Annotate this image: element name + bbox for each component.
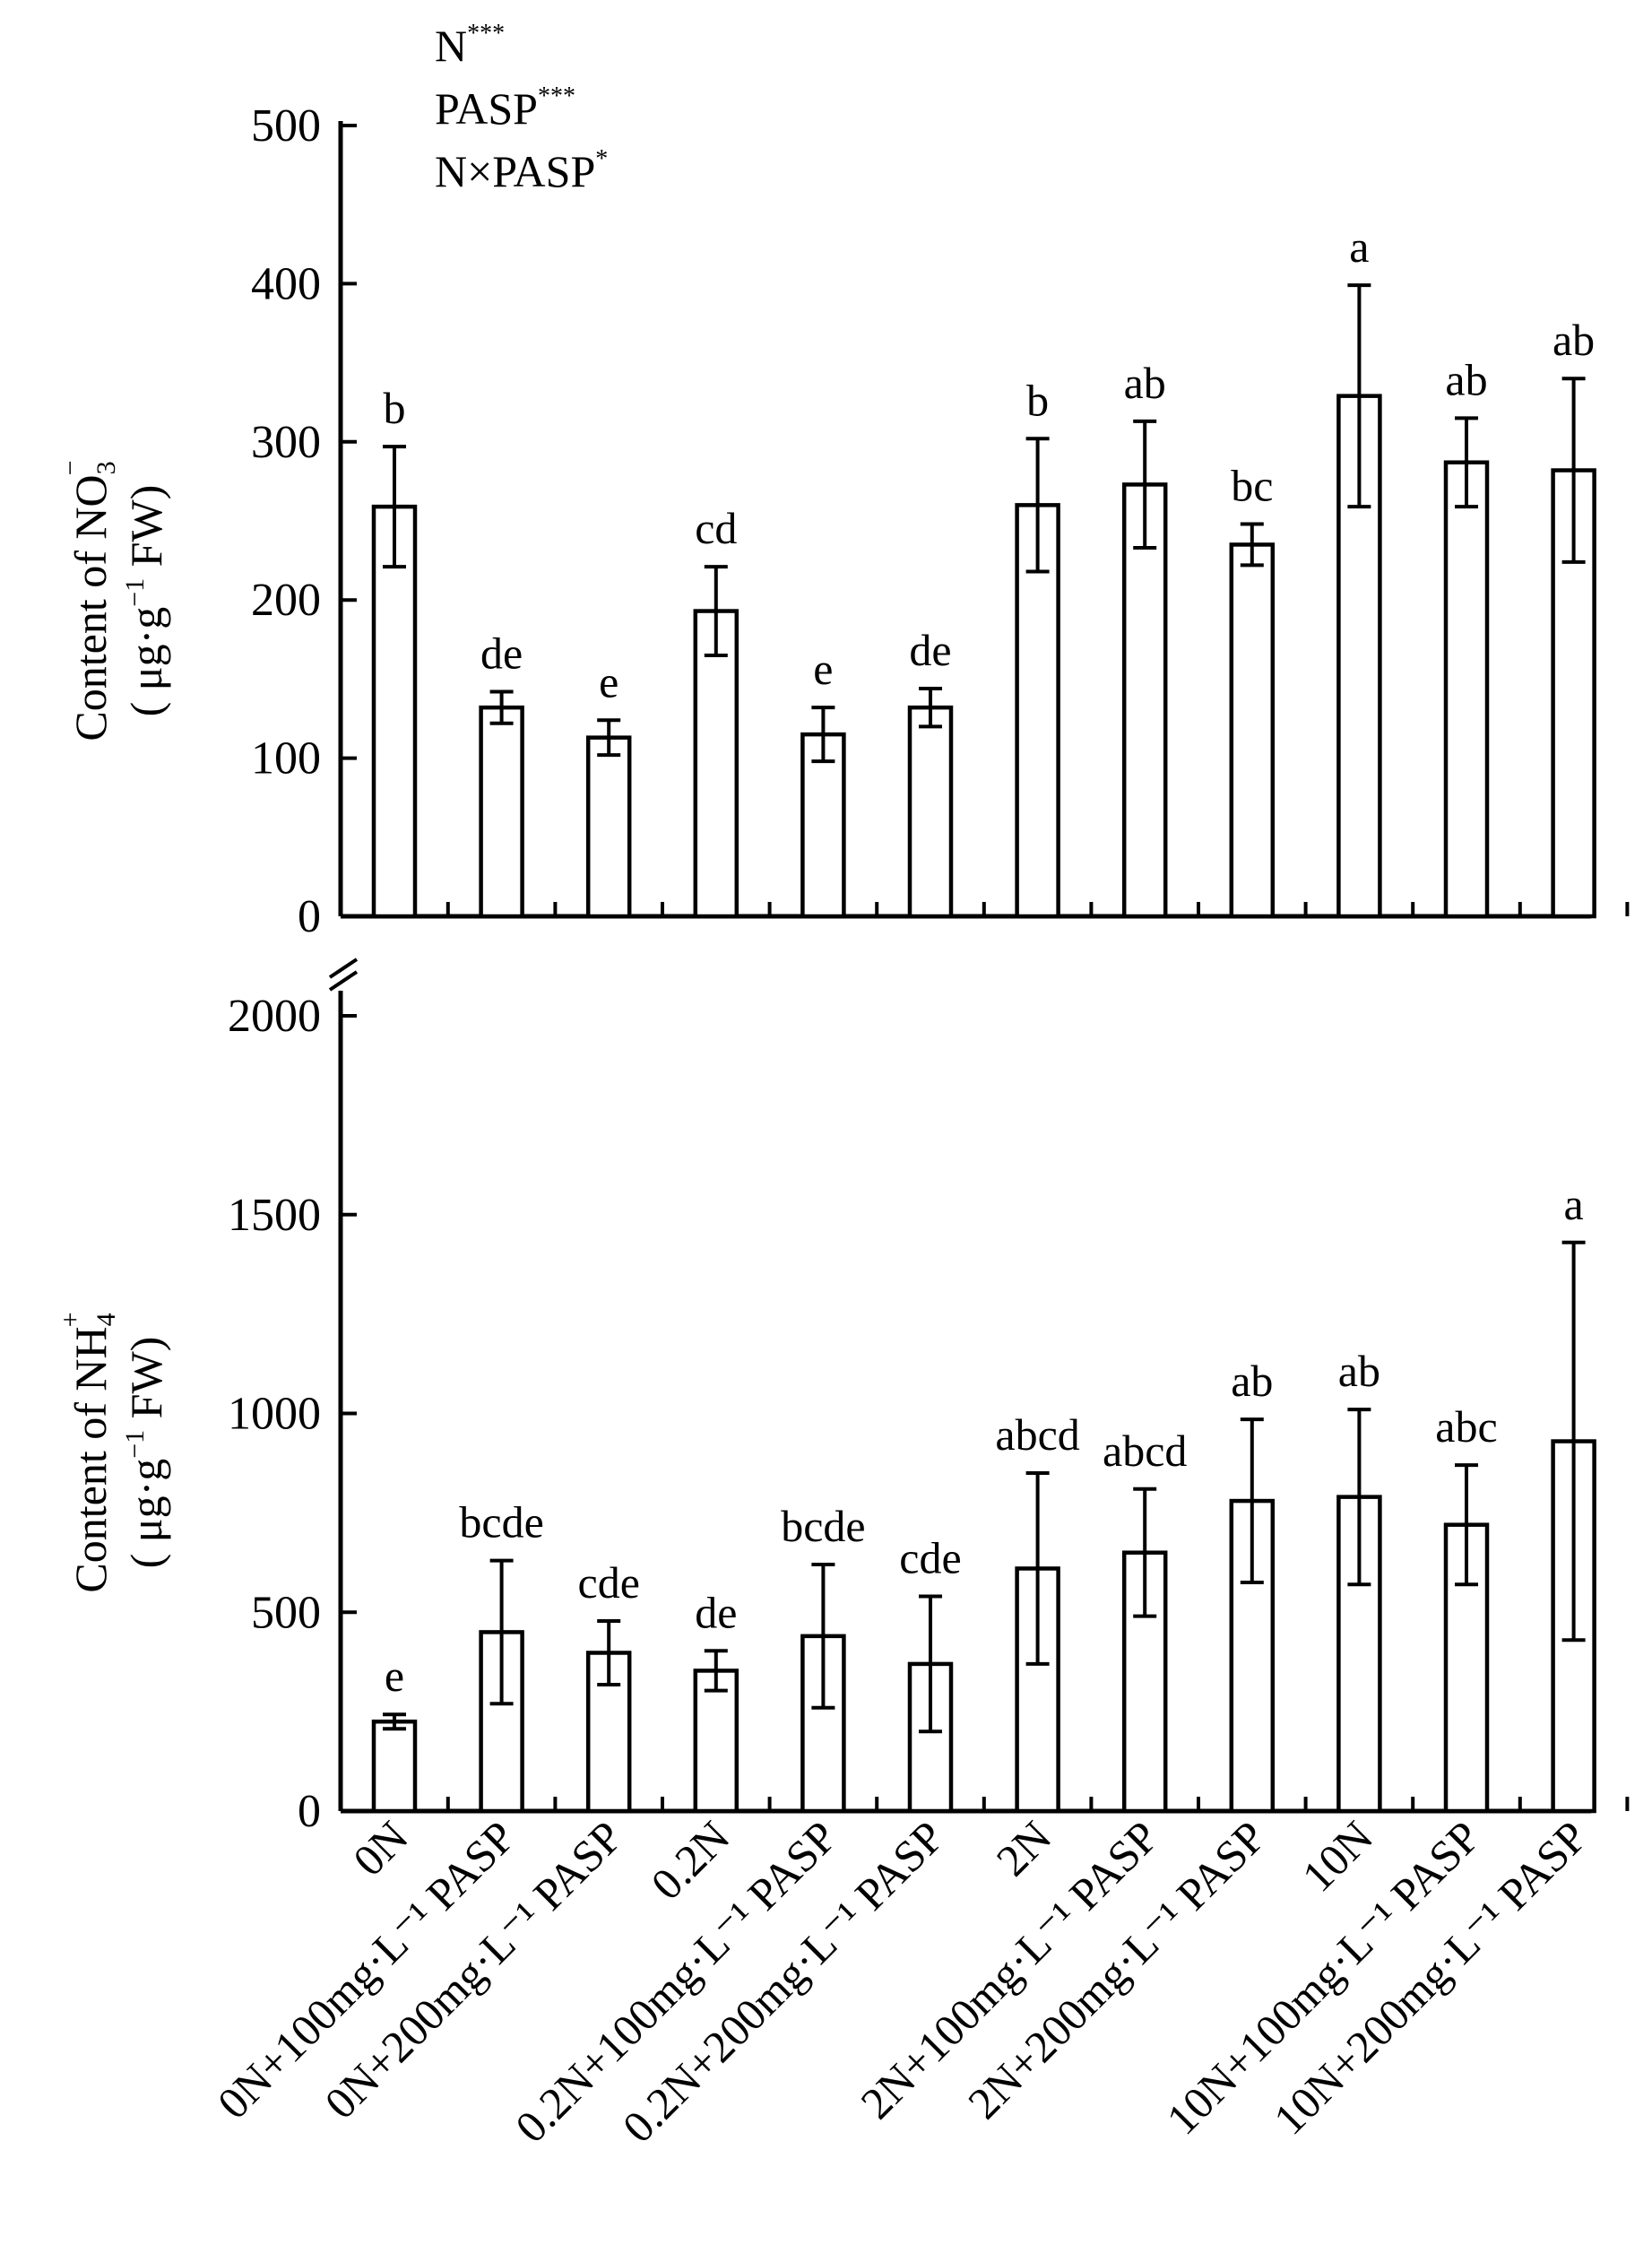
top-error-bar [489, 689, 514, 725]
bottom-significance-letter: e [385, 1651, 404, 1701]
top-significance-letter: de [480, 628, 523, 679]
bottom-significance-letter: a [1563, 1179, 1583, 1229]
bottom-significance-letter: bcde [459, 1497, 543, 1547]
x-category-label: 0N [343, 1811, 418, 1885]
top-significance-letter: ab [1553, 315, 1595, 365]
x-category-label: 2N [987, 1811, 1061, 1885]
top-y-tick-label: 500 [251, 100, 321, 152]
bottom-y-tick-label: 500 [251, 1587, 321, 1638]
top-significance-letter: ab [1445, 354, 1487, 404]
top-error-bar [919, 686, 942, 729]
bottom-y-axis-label: Content of NH4+ [56, 1312, 121, 1592]
anova-annotation: N*** PASP*** N×PASP* [435, 20, 608, 196]
top-error-bar [597, 718, 621, 758]
bottom-significance-letter: bcde [781, 1501, 865, 1551]
bottom-significance-letter: de [695, 1587, 737, 1637]
top-y-tick-label: 0 [298, 891, 321, 942]
top-significance-letter: bc [1231, 461, 1273, 511]
top-y-tick-label: 100 [251, 733, 321, 784]
bottom-y-tick-label: 2000 [228, 991, 321, 1042]
bottom-error-bar [1025, 1471, 1050, 1666]
bottom-error-bar [1561, 1240, 1586, 1643]
bottom-y-tick-label: 1500 [228, 1190, 321, 1241]
bottom-error-bar [597, 1619, 621, 1686]
bottom-y-tick-label: 0 [298, 1786, 321, 1837]
top-error-bar [1455, 416, 1478, 509]
bottom-error-bar [383, 1712, 406, 1731]
bottom-error-bar [919, 1594, 942, 1734]
x-category-label: 0.2N [641, 1811, 739, 1909]
top-y-tick-label: 200 [251, 575, 321, 626]
bottom-significance-letter: ab [1231, 1356, 1273, 1406]
top-y-axis-unit: ( μg·g−1 FW) [120, 485, 171, 717]
bottom-significance-letter: abc [1435, 1401, 1497, 1452]
top-y-tick-label: 400 [251, 258, 321, 309]
top-error-bar [1347, 283, 1371, 509]
top-significance-letter: ab [1124, 358, 1166, 408]
bottom-significance-letter: ab [1338, 1346, 1380, 1396]
top-significance-letter: b [384, 383, 406, 433]
bottom-error-bar [1455, 1463, 1478, 1587]
top-bar [1443, 460, 1490, 919]
bottom-bar [693, 1669, 740, 1814]
bottom-error-bar [1133, 1487, 1157, 1618]
axis-break-mark [328, 958, 359, 992]
top-significance-letter: e [599, 656, 618, 706]
top-significance-letter: a [1349, 221, 1369, 272]
top-y-axis-label: Content of NO3− [56, 460, 121, 741]
bottom-y-tick-label: 1000 [228, 1389, 321, 1440]
top-bar [371, 504, 418, 919]
top-bar [800, 732, 846, 919]
bottom-error-bar [1240, 1417, 1264, 1584]
top-error-bar [811, 706, 835, 764]
top-error-bar [1561, 377, 1586, 564]
bottom-error-bar [811, 1563, 835, 1710]
top-bar [585, 735, 632, 919]
top-bar [907, 705, 954, 919]
x-category-label: 10N [1293, 1811, 1382, 1901]
bottom-significance-letter: cde [899, 1533, 961, 1583]
anova-interaction: N×PASP* [435, 145, 608, 196]
top-error-bar [1025, 437, 1050, 574]
anova-n: N*** [435, 20, 505, 71]
top-error-bar [383, 445, 406, 569]
top-bar [479, 705, 524, 919]
bottom-significance-letter: abcd [1103, 1426, 1187, 1476]
top-error-bar [704, 565, 728, 657]
top-significance-letter: de [909, 625, 951, 675]
bottom-significance-letter: cde [578, 1557, 640, 1608]
anova-pasp: PASP*** [435, 82, 575, 134]
top-significance-letter: cd [695, 503, 737, 553]
bottom-y-axis-unit: ( μg·g−1 FW) [120, 1337, 171, 1569]
top-y-tick-label: 300 [251, 417, 321, 468]
top-error-bar [1133, 419, 1157, 550]
top-error-bar [1240, 522, 1264, 568]
top-panel-nitrate: 0 100 200 300 400 500 b de e cd e de b ab bc a ab ab [251, 100, 1630, 942]
top-significance-letter: e [813, 644, 833, 694]
bottom-error-bar [704, 1649, 728, 1693]
bottom-error-bar [489, 1558, 514, 1706]
top-significance-letter: b [1026, 375, 1049, 425]
top-bar [1229, 542, 1276, 919]
bottom-error-bar [1347, 1408, 1371, 1587]
bottom-significance-letter: abcd [995, 1409, 1079, 1460]
bottom-bar [371, 1719, 418, 1814]
